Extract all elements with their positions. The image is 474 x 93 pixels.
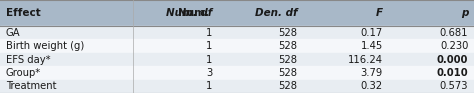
Bar: [0, 26, 474, 39]
Text: 3: 3: [206, 68, 212, 78]
Text: 1: 1: [206, 41, 212, 51]
Text: F: F: [376, 8, 383, 18]
Bar: [0, 0, 474, 26]
Bar: [0, 53, 474, 66]
Text: EFS day*: EFS day*: [6, 54, 50, 65]
Text: Group*: Group*: [6, 68, 41, 78]
Text: Birth weight (g): Birth weight (g): [6, 41, 84, 51]
Text: Den. df: Den. df: [255, 8, 298, 18]
Text: 0.32: 0.32: [361, 81, 383, 91]
Text: Treatment: Treatment: [6, 81, 56, 91]
Text: 0.010: 0.010: [437, 68, 468, 78]
Text: 1: 1: [206, 28, 212, 38]
Text: Num. df: Num. df: [166, 8, 212, 18]
Text: 116.24: 116.24: [348, 54, 383, 65]
Text: 0.230: 0.230: [440, 41, 468, 51]
Text: GA: GA: [6, 28, 20, 38]
Text: 3.79: 3.79: [361, 68, 383, 78]
Text: 1.45: 1.45: [361, 41, 383, 51]
Bar: [0, 80, 474, 93]
Text: 528: 528: [279, 68, 298, 78]
Text: 528: 528: [279, 54, 298, 65]
Text: 0.000: 0.000: [437, 54, 468, 65]
Text: 0.573: 0.573: [440, 81, 468, 91]
Text: p: p: [461, 8, 468, 18]
Text: 0.17: 0.17: [361, 28, 383, 38]
Text: 528: 528: [279, 41, 298, 51]
Text: Num.: Num.: [178, 8, 212, 18]
Bar: [0, 66, 474, 80]
Text: 528: 528: [279, 28, 298, 38]
Text: 528: 528: [279, 81, 298, 91]
Text: 0.681: 0.681: [440, 28, 468, 38]
Bar: [0, 39, 474, 53]
Text: 1: 1: [206, 81, 212, 91]
Text: 1: 1: [206, 54, 212, 65]
Text: Effect: Effect: [6, 8, 40, 18]
